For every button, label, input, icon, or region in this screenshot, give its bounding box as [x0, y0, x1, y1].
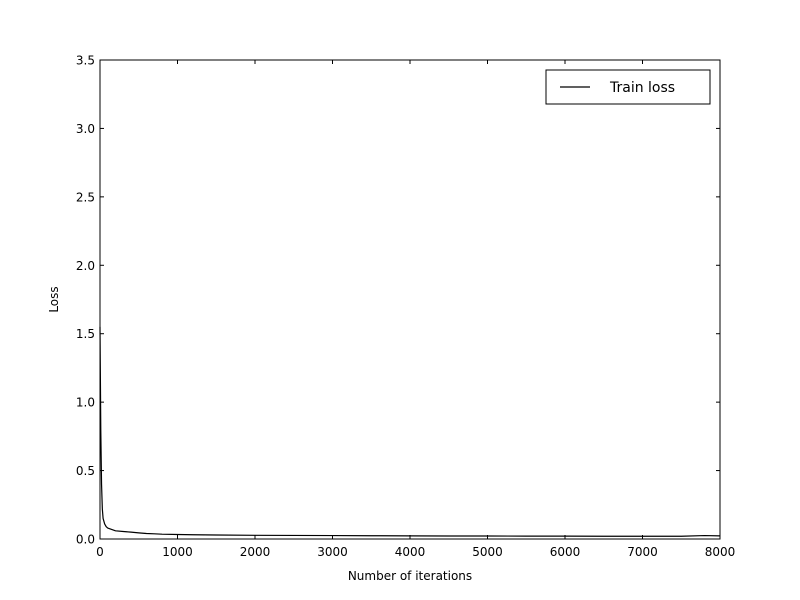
legend: Train loss — [545, 69, 711, 105]
y-tick-label: 3.0 — [76, 122, 95, 136]
x-tick-label: 4000 — [395, 545, 426, 559]
y-axis-label: Loss — [47, 286, 61, 312]
plot-lines — [99, 326, 721, 537]
y-tick-label: 0.5 — [76, 464, 95, 478]
x-tick-label: 3000 — [317, 545, 348, 559]
y-tick-label: 2.5 — [76, 190, 95, 204]
x-tick-label: 6000 — [550, 545, 581, 559]
y-tick-label: 1.5 — [76, 327, 95, 341]
series-line-train-loss — [99, 326, 721, 537]
x-tick-label: 8000 — [705, 545, 736, 559]
x-tick-label: 5000 — [472, 545, 503, 559]
y-tick-label: 2.0 — [76, 259, 95, 273]
x-tick-label: 2000 — [240, 545, 271, 559]
y-tick-label: 0.0 — [76, 533, 95, 547]
y-axis-ticks: 0.0 0.5 1.0 1.5 2.0 2.5 3.0 3.5 — [76, 54, 720, 547]
x-tick-label: 1000 — [162, 545, 193, 559]
x-tick-label: 0 — [96, 545, 104, 559]
x-tick-label: 7000 — [627, 545, 658, 559]
x-axis-label: Number of iterations — [348, 569, 472, 583]
x-axis-ticks: 0 1000 2000 3000 4000 5000 6000 7000 8000 — [96, 60, 735, 559]
y-tick-label: 1.0 — [76, 396, 95, 410]
y-tick-label: 3.5 — [76, 54, 95, 68]
plot-frame — [99, 59, 721, 540]
legend-label-train-loss: Train loss — [609, 80, 675, 96]
